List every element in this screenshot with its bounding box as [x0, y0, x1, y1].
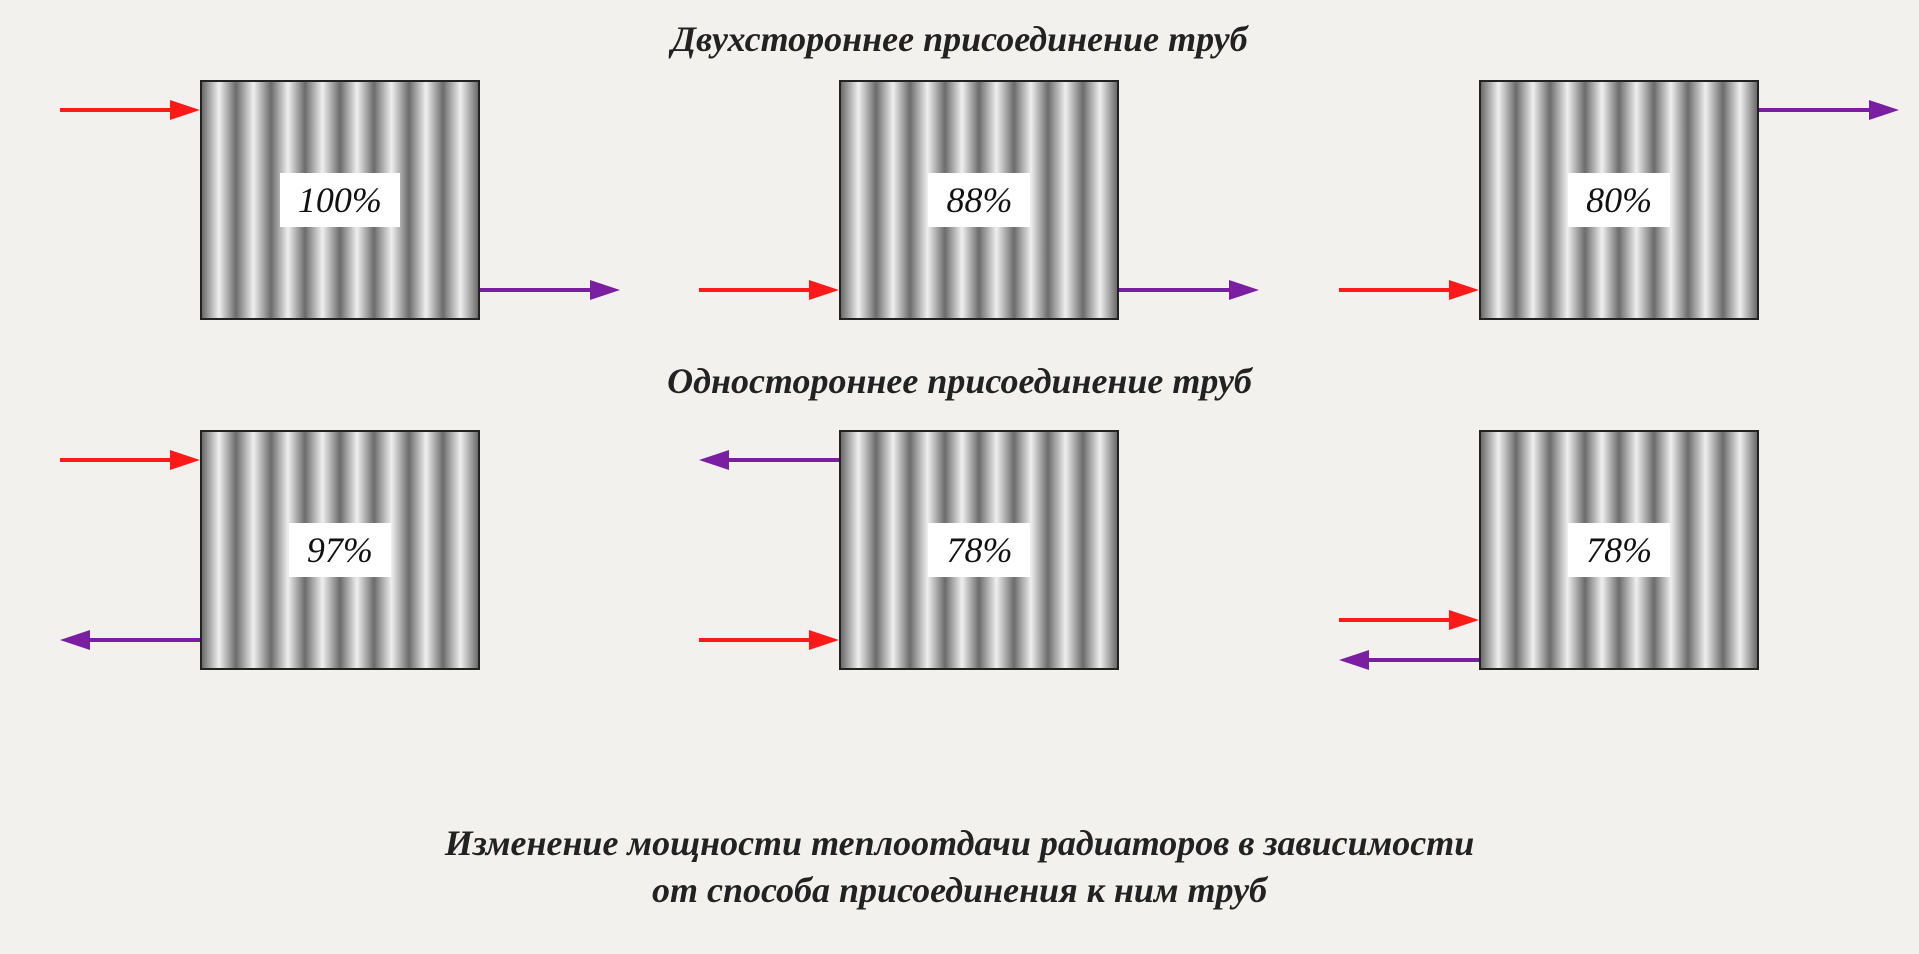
- radiator-diagram: 80%: [1319, 70, 1879, 330]
- outlet-arrow-icon: [1759, 98, 1899, 122]
- efficiency-label: 78%: [928, 523, 1030, 577]
- inlet-arrow-icon: [1339, 278, 1479, 302]
- radiator-diagram: 100%: [40, 70, 600, 330]
- radiator-icon: 78%: [839, 430, 1119, 670]
- efficiency-label: 97%: [289, 523, 391, 577]
- diagram-row: 97% 78% 78%: [0, 420, 1919, 680]
- outlet-arrow-icon: [60, 628, 200, 652]
- efficiency-label: 100%: [280, 173, 400, 227]
- outlet-arrow-icon: [1339, 648, 1479, 672]
- inlet-arrow-icon: [60, 98, 200, 122]
- outlet-arrow-icon: [1119, 278, 1259, 302]
- inlet-arrow-icon: [1339, 608, 1479, 632]
- efficiency-label: 88%: [928, 173, 1030, 227]
- radiator-diagram: 78%: [1319, 420, 1879, 680]
- radiator-icon: 97%: [200, 430, 480, 670]
- section-title-two-sided: Двухстороннее присоединение труб: [0, 18, 1919, 60]
- section-title-one-sided: Одностороннее присоединение труб: [0, 360, 1919, 402]
- outlet-arrow-icon: [699, 448, 839, 472]
- radiator-diagram: 78%: [679, 420, 1239, 680]
- radiator-icon: 78%: [1479, 430, 1759, 670]
- radiator-icon: 100%: [200, 80, 480, 320]
- figure-caption-line: Изменение мощности теплоотдачи радиаторо…: [0, 820, 1919, 867]
- inlet-arrow-icon: [699, 628, 839, 652]
- efficiency-label: 78%: [1568, 523, 1670, 577]
- inlet-arrow-icon: [60, 448, 200, 472]
- efficiency-label: 80%: [1568, 173, 1670, 227]
- figure-caption-line: от способа присоединения к ним труб: [0, 867, 1919, 914]
- radiator-icon: 80%: [1479, 80, 1759, 320]
- figure-caption: Изменение мощности теплоотдачи радиаторо…: [0, 820, 1919, 914]
- outlet-arrow-icon: [480, 278, 620, 302]
- radiator-icon: 88%: [839, 80, 1119, 320]
- radiator-diagram: 88%: [679, 70, 1239, 330]
- inlet-arrow-icon: [699, 278, 839, 302]
- diagram-row: 100% 88% 80%: [0, 70, 1919, 330]
- radiator-diagram: 97%: [40, 420, 600, 680]
